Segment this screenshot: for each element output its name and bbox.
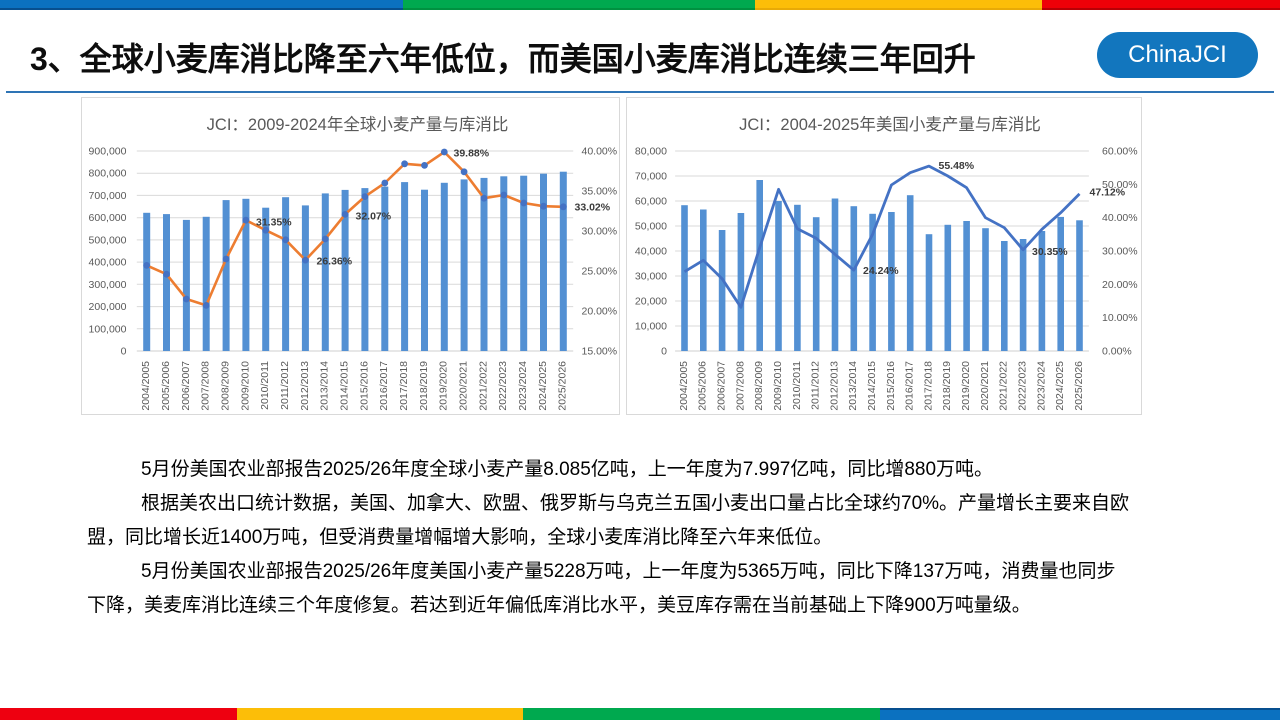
svg-text:500,000: 500,000 [89,234,127,246]
svg-text:2011/2012: 2011/2012 [279,361,291,410]
svg-text:2014/2015: 2014/2015 [339,361,351,411]
svg-text:30.35%: 30.35% [1032,246,1068,258]
svg-text:2013/2014: 2013/2014 [319,361,331,411]
svg-text:26.36%: 26.36% [317,256,353,268]
svg-text:800,000: 800,000 [89,168,127,180]
svg-text:70,000: 70,000 [635,171,667,183]
svg-text:2014/2015: 2014/2015 [866,361,878,411]
svg-text:40,000: 40,000 [635,246,667,258]
svg-text:2010/2011: 2010/2011 [259,361,271,410]
svg-text:2017/2018: 2017/2018 [398,361,410,411]
svg-text:2013/2014: 2013/2014 [847,361,859,411]
svg-text:55.48%: 55.48% [939,160,975,172]
svg-text:2006/2007: 2006/2007 [716,361,728,411]
svg-text:32.07%: 32.07% [356,211,392,223]
svg-text:0: 0 [661,346,667,358]
svg-text:15.00%: 15.00% [582,346,618,358]
svg-text:0: 0 [121,346,127,358]
svg-text:2020/2021: 2020/2021 [458,361,470,411]
svg-text:200,000: 200,000 [89,301,127,313]
svg-text:2004/2005: 2004/2005 [140,361,152,411]
svg-text:10.00%: 10.00% [1102,312,1138,324]
svg-text:2023/2024: 2023/2024 [1035,361,1047,411]
svg-text:2020/2021: 2020/2021 [979,361,991,411]
svg-text:600,000: 600,000 [89,212,127,224]
svg-text:2019/2020: 2019/2020 [438,361,450,411]
svg-text:2006/2007: 2006/2007 [180,361,192,411]
svg-text:2016/2017: 2016/2017 [904,361,916,411]
svg-text:2007/2008: 2007/2008 [200,361,212,411]
svg-text:900,000: 900,000 [89,146,127,158]
svg-text:2008/2009: 2008/2009 [220,361,232,411]
svg-text:2015/2016: 2015/2016 [358,361,370,411]
svg-text:2021/2022: 2021/2022 [998,361,1010,411]
svg-text:33.02%: 33.02% [575,202,611,214]
svg-text:10,000: 10,000 [635,321,667,333]
svg-text:30.00%: 30.00% [1102,246,1138,258]
svg-text:40.00%: 40.00% [1102,212,1138,224]
svg-text:400,000: 400,000 [89,257,127,269]
svg-text:31.35%: 31.35% [256,217,292,229]
svg-text:30.00%: 30.00% [582,226,618,238]
svg-text:24.24%: 24.24% [863,265,899,277]
svg-text:20.00%: 20.00% [582,306,618,318]
svg-text:700,000: 700,000 [89,190,127,202]
svg-text:2012/2013: 2012/2013 [828,361,840,411]
svg-text:2007/2008: 2007/2008 [734,361,746,411]
svg-text:50,000: 50,000 [635,221,667,233]
svg-text:2004/2005: 2004/2005 [678,361,690,411]
svg-text:60,000: 60,000 [635,196,667,208]
svg-text:2021/2022: 2021/2022 [477,361,489,411]
svg-text:2008/2009: 2008/2009 [753,361,765,411]
svg-text:40.00%: 40.00% [582,146,618,158]
svg-text:2005/2006: 2005/2006 [160,361,172,411]
svg-text:39.88%: 39.88% [454,148,490,160]
svg-text:2022/2023: 2022/2023 [1017,361,1029,411]
svg-text:50.00%: 50.00% [1102,179,1138,191]
svg-text:80,000: 80,000 [635,146,667,158]
svg-text:20.00%: 20.00% [1102,279,1138,291]
svg-text:2012/2013: 2012/2013 [299,361,311,411]
svg-text:30,000: 30,000 [635,271,667,283]
svg-text:100,000: 100,000 [89,323,127,335]
svg-text:20,000: 20,000 [635,296,667,308]
svg-text:2025/2026: 2025/2026 [557,361,569,411]
svg-text:2024/2025: 2024/2025 [537,361,549,411]
svg-text:2010/2011: 2010/2011 [791,361,803,410]
svg-text:47.12%: 47.12% [1090,187,1126,199]
svg-text:2017/2018: 2017/2018 [922,361,934,411]
svg-text:60.00%: 60.00% [1102,146,1138,158]
svg-text:2016/2017: 2016/2017 [378,361,390,411]
svg-text:300,000: 300,000 [89,279,127,291]
svg-text:25.00%: 25.00% [582,266,618,278]
svg-text:2005/2006: 2005/2006 [697,361,709,411]
svg-text:2025/2026: 2025/2026 [1073,361,1085,411]
svg-text:2018/2019: 2018/2019 [418,361,430,411]
svg-text:35.00%: 35.00% [582,186,618,198]
svg-text:2024/2025: 2024/2025 [1054,361,1066,411]
svg-text:2018/2019: 2018/2019 [941,361,953,411]
svg-text:JCI：2009-2024年全球小麦产量与库消比: JCI：2009-2024年全球小麦产量与库消比 [207,115,509,134]
svg-text:0.00%: 0.00% [1102,346,1132,358]
svg-text:2023/2024: 2023/2024 [517,361,529,411]
svg-text:JCI：2004-2025年美国小麦产量与库消比: JCI：2004-2025年美国小麦产量与库消比 [739,115,1041,134]
svg-text:2009/2010: 2009/2010 [239,361,251,411]
svg-text:2009/2010: 2009/2010 [772,361,784,411]
svg-text:2022/2023: 2022/2023 [497,361,509,411]
svg-text:2019/2020: 2019/2020 [960,361,972,411]
svg-text:2015/2016: 2015/2016 [885,361,897,411]
svg-text:2011/2012: 2011/2012 [810,361,822,410]
